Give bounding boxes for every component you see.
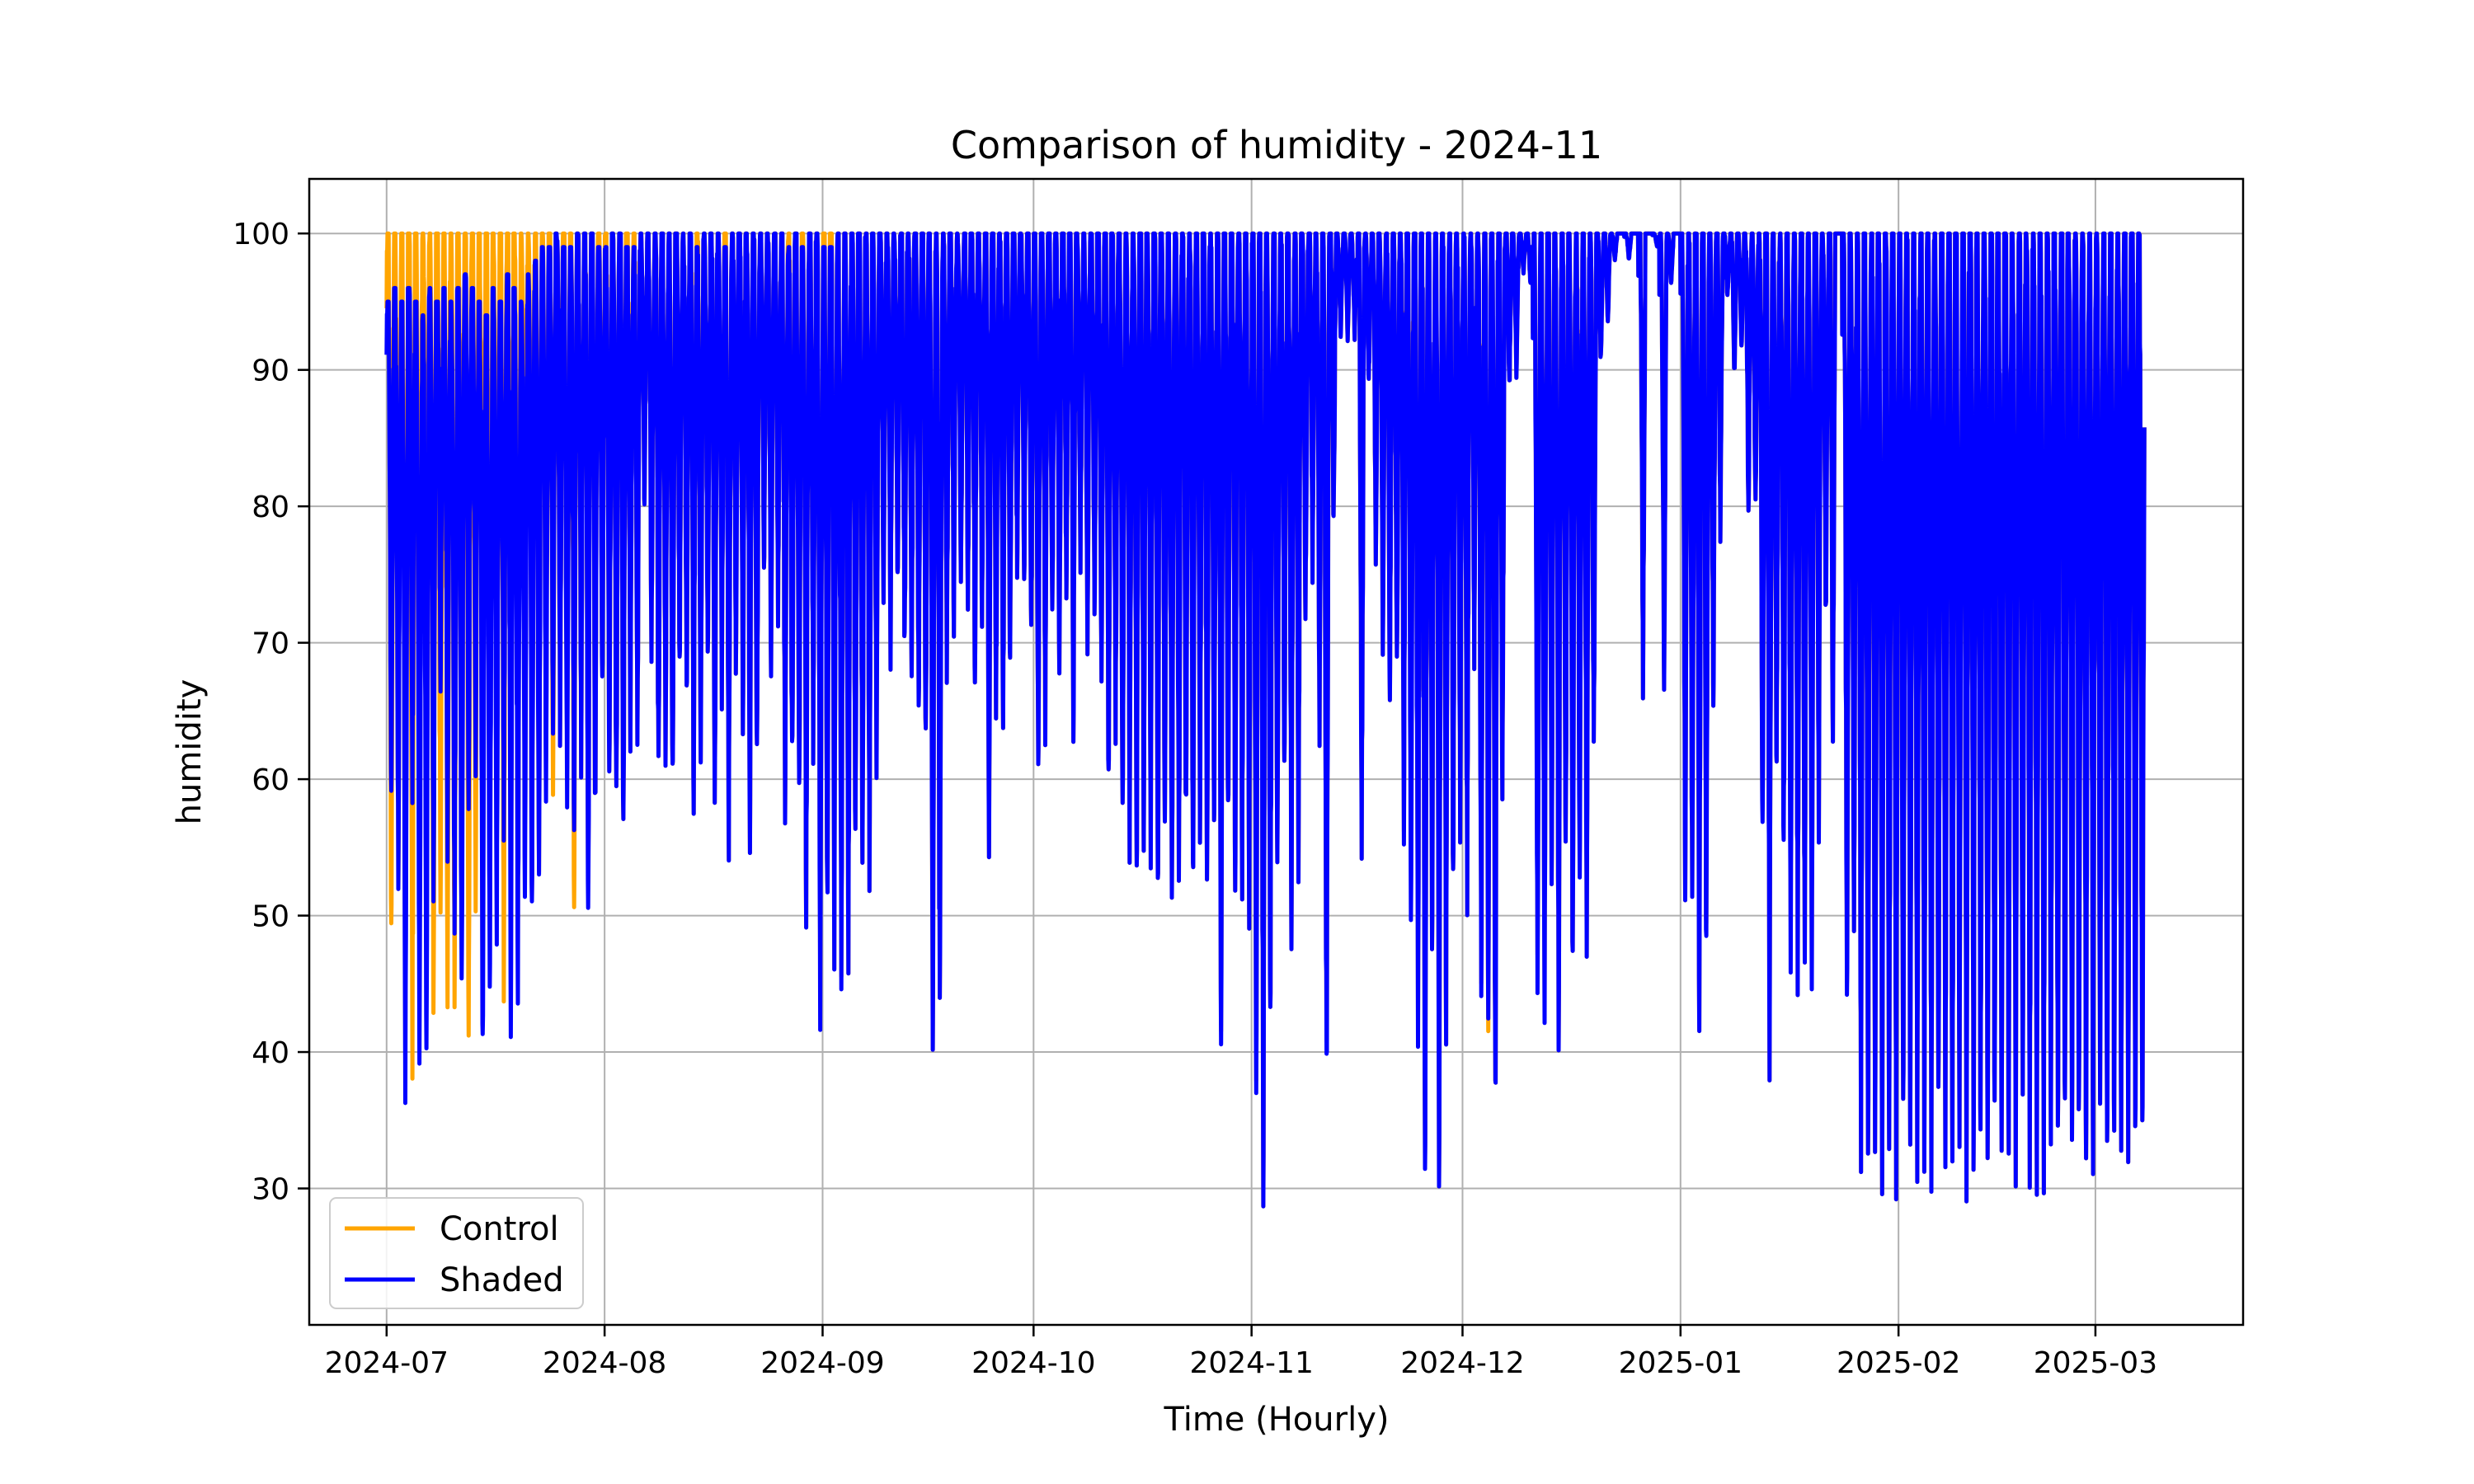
- series-line-shaded: [384, 231, 2147, 1209]
- x-axis: 2024-07 2024-08 2024-09 2024-10 2024-11 2024-…: [325, 1325, 2157, 1380]
- y-tick-label: 70: [252, 627, 289, 661]
- x-tick-label: 2025-03: [2034, 1346, 2157, 1380]
- y-tick-label: 100: [233, 218, 289, 251]
- x-tick-label: 2024-09: [760, 1346, 884, 1380]
- legend-label-control: Control: [440, 1210, 559, 1248]
- x-tick-label: 2025-01: [1619, 1346, 1743, 1380]
- y-axis-label: humidity: [171, 679, 209, 825]
- x-tick-label: 2024-08: [543, 1346, 666, 1380]
- x-tick-label: 2024-10: [971, 1346, 1095, 1380]
- x-tick-label: 2024-11: [1189, 1346, 1313, 1380]
- y-tick-label: 80: [252, 491, 289, 524]
- y-tick-label: 60: [252, 763, 289, 797]
- legend: Control Shaded: [329, 1197, 584, 1309]
- x-tick-label: 2025-02: [1837, 1346, 1960, 1380]
- y-tick-label: 90: [252, 355, 289, 388]
- chart-title: Comparison of humidity - 2024-11: [951, 123, 1602, 167]
- legend-label-shaded: Shaded: [440, 1261, 564, 1299]
- x-tick-label: 2024-12: [1400, 1346, 1524, 1380]
- y-axis: 30 40 50 60 70 80 90 100: [233, 218, 309, 1207]
- x-axis-label: Time (Hourly): [1164, 1401, 1390, 1439]
- y-tick-label: 50: [252, 900, 289, 934]
- y-tick-label: 40: [252, 1036, 289, 1070]
- plot-area: [384, 231, 2147, 1209]
- plot-frame: [308, 177, 2245, 1327]
- x-tick-label: 2024-07: [325, 1346, 449, 1380]
- y-tick-label: 30: [252, 1173, 289, 1207]
